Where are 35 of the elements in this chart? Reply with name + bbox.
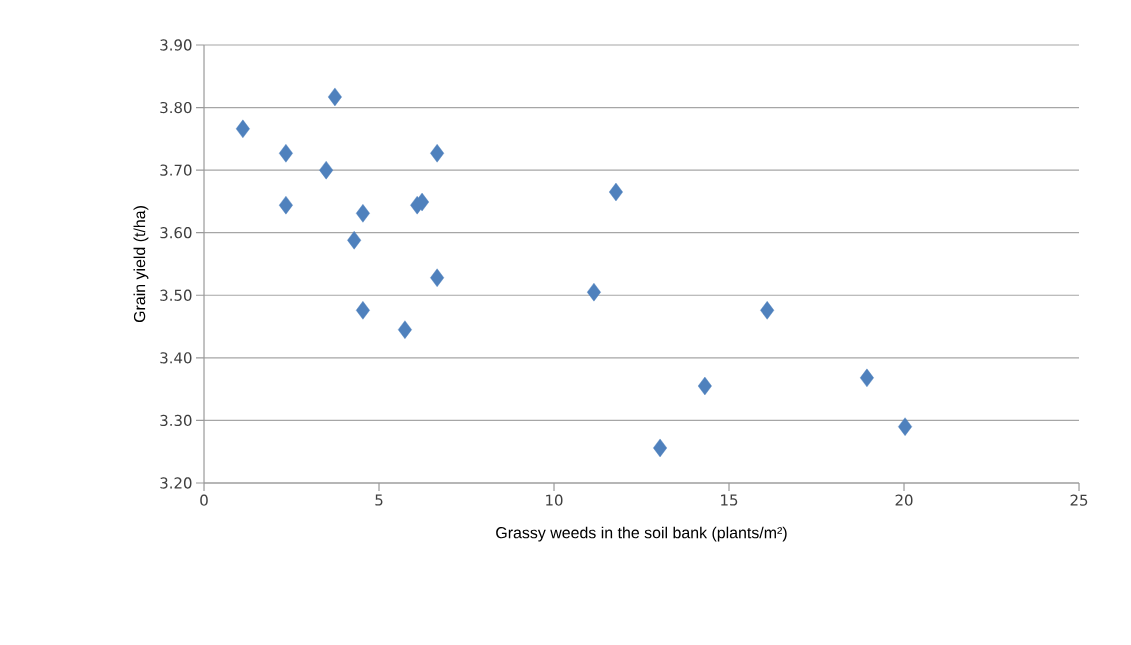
point [898,417,913,436]
point [278,195,293,215]
y-tick-label: 3.60 [160,227,192,239]
point [760,301,775,320]
point [430,268,445,287]
point [347,231,362,250]
point [653,438,668,458]
y-tick-label: 3.40 [160,352,192,364]
x-tick-label: 5 [375,494,383,506]
point [859,368,874,388]
y-tick-label: 3.30 [160,414,192,427]
x-axis-title: Grassy weeds in the soil bank (plants/m²) [496,526,787,542]
point [397,320,412,339]
point [235,119,250,139]
point [609,182,623,202]
point [430,144,445,163]
point [319,160,334,180]
point [327,87,342,107]
x-tick-label: 20 [895,494,913,506]
point [278,144,293,163]
x-tick-label: 10 [546,494,563,506]
point [355,204,370,223]
x-tick-label: 0 [200,494,208,506]
y-tick-label: 3.70 [160,164,192,176]
point [355,301,370,320]
point [697,376,712,396]
y-tick-label: 3.20 [160,477,192,489]
x-tick-label: 15 [721,494,738,506]
point [415,192,430,212]
x-tick-label: 25 [1070,494,1088,506]
y-tick-label: 3.90 [160,39,192,51]
point [586,282,601,302]
y-tick-label: 3.50 [160,289,192,301]
y-axis-title: Grain yield (t/ha) [133,206,149,323]
y-tick-label: 3.80 [160,101,192,114]
